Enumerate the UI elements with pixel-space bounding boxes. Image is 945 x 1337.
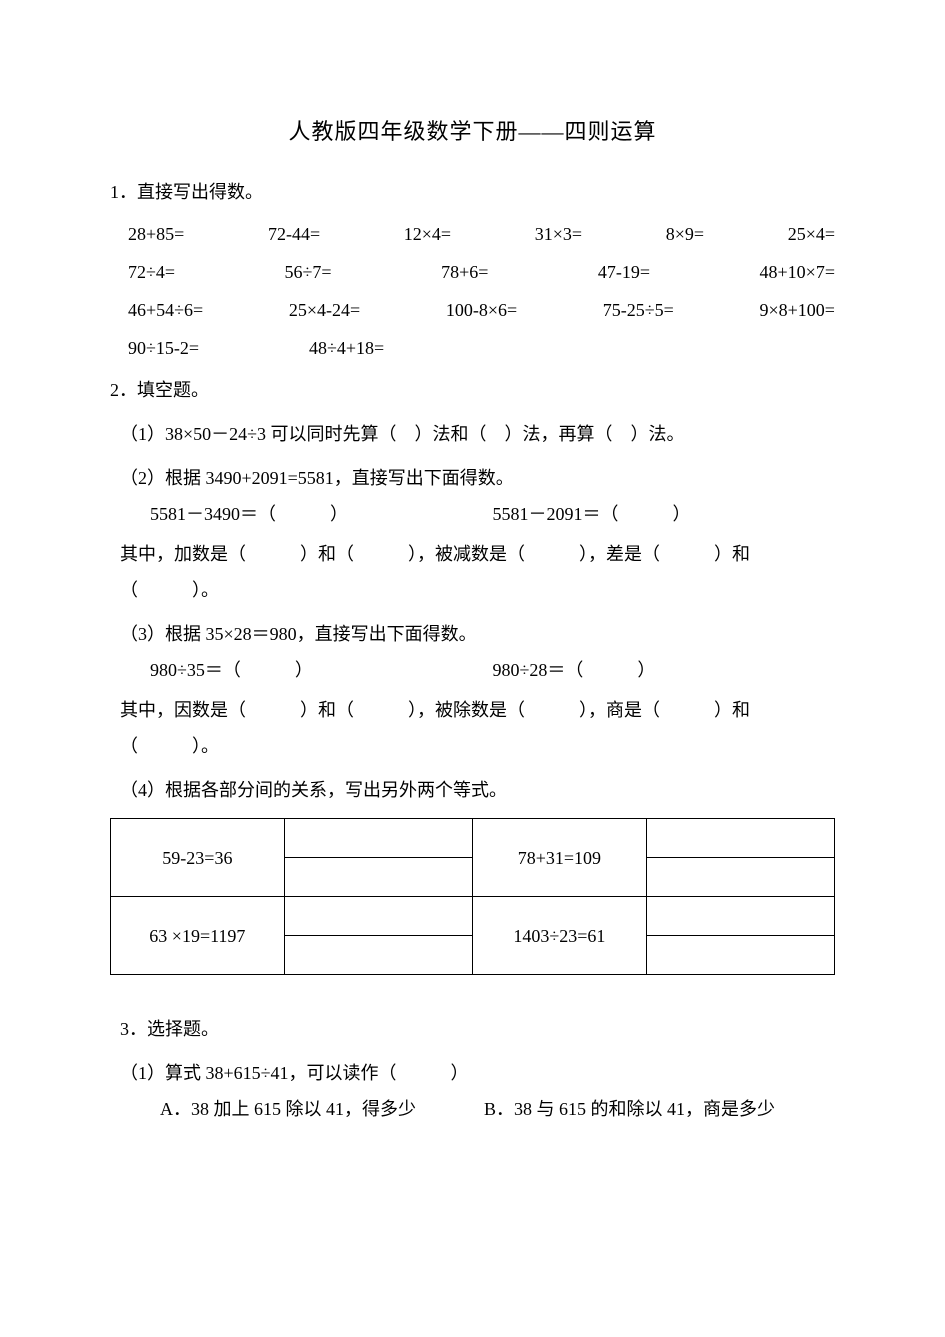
table-cell-blank <box>284 858 472 897</box>
q2-part2-lead: （2）根据 3490+2091=5581，直接写出下面得数。 <box>120 460 835 496</box>
q1-row-1: 28+85= 72-44= 12×4= 31×3= 8×9= 25×4= <box>128 216 835 252</box>
q2-eq: 5581－2091＝（ ） <box>493 496 836 532</box>
table-cell-lead: 1403÷23=61 <box>472 897 646 975</box>
q1-expr: 25×4-24= <box>289 292 360 328</box>
q2-eq: 980÷35＝（ ） <box>150 652 493 688</box>
q1-row-2: 72÷4= 56÷7= 78+6= 47-19= 48+10×7= <box>128 254 835 290</box>
page-title: 人教版四年级数学下册——四则运算 <box>110 110 835 154</box>
q3-option-b: B．38 与 615 的和除以 41，商是多少 <box>484 1091 775 1127</box>
table-cell-blank <box>284 897 472 936</box>
table-cell-blank <box>646 858 834 897</box>
q2-eq: 980÷28＝（ ） <box>493 652 836 688</box>
table-cell-lead: 78+31=109 <box>472 819 646 897</box>
q1-expr: 72÷4= <box>128 254 175 290</box>
q1-expr: 28+85= <box>128 216 184 252</box>
q1-expr: 12×4= <box>404 216 451 252</box>
spacer <box>110 975 835 1005</box>
q1-expr: 72-44= <box>268 216 320 252</box>
worksheet-page: 人教版四年级数学下册——四则运算 1．直接写出得数。 28+85= 72-44=… <box>0 0 945 1337</box>
q1-expr: 56÷7= <box>285 254 332 290</box>
table-cell-lead: 59-23=36 <box>111 819 285 897</box>
q1-expr: 90÷15-2= <box>128 330 199 366</box>
q3-options: A．38 加上 615 除以 41，得多少 B．38 与 615 的和除以 41… <box>160 1091 835 1127</box>
q1-expr: 48÷4+18= <box>309 330 384 366</box>
q1-expr: 100-8×6= <box>446 292 517 328</box>
table-cell-blank <box>284 819 472 858</box>
table-row: 59-23=36 78+31=109 <box>111 819 835 858</box>
q1-expr: 25×4= <box>788 216 835 252</box>
q1-expr: 8×9= <box>666 216 704 252</box>
q1-heading: 1．直接写出得数。 <box>110 174 835 210</box>
q1-row-3: 46+54÷6= 25×4-24= 100-8×6= 75-25÷5= 9×8+… <box>128 292 835 328</box>
table-cell-lead: 63 ×19=1197 <box>111 897 285 975</box>
q2-part2-fill: 其中，加数是（ ）和（ ），被减数是（ ），差是（ ）和（ ）。 <box>120 536 835 608</box>
q2-part3-fill: 其中，因数是（ ）和（ ），被除数是（ ），商是（ ）和（ ）。 <box>120 692 835 764</box>
q1-expr: 46+54÷6= <box>128 292 203 328</box>
q2-heading: 2．填空题。 <box>110 372 835 408</box>
q2-equation-table: 59-23=36 78+31=109 63 ×19=1197 1403÷23=6… <box>110 818 835 975</box>
q1-row-4: 90÷15-2= 48÷4+18= <box>128 330 835 366</box>
q1-expr: 75-25÷5= <box>603 292 674 328</box>
table-cell-blank <box>646 897 834 936</box>
q2-part2-eqs: 5581－3490＝（ ） 5581－2091＝（ ） <box>150 496 835 532</box>
q3-heading: 3．选择题。 <box>120 1011 835 1047</box>
q2-part1: （1）38×50－24÷3 可以同时先算（ ）法和（ ）法，再算（ ）法。 <box>120 416 835 452</box>
q1-expr: 48+10×7= <box>760 254 835 290</box>
q1-expr: 31×3= <box>535 216 582 252</box>
q3-option-a: A．38 加上 615 除以 41，得多少 <box>160 1091 484 1127</box>
table-cell-blank <box>284 936 472 975</box>
q2-part3-eqs: 980÷35＝（ ） 980÷28＝（ ） <box>150 652 835 688</box>
q2-part4: （4）根据各部分间的关系，写出另外两个等式。 <box>120 772 835 808</box>
q3-part1: （1）算式 38+615÷41，可以读作（ ） <box>120 1055 835 1091</box>
table-row: 63 ×19=1197 1403÷23=61 <box>111 897 835 936</box>
table-cell-blank <box>646 936 834 975</box>
table-cell-blank <box>646 819 834 858</box>
q1-expr: 78+6= <box>441 254 488 290</box>
q2-part3-lead: （3）根据 35×28＝980，直接写出下面得数。 <box>120 616 835 652</box>
q1-expr: 9×8+100= <box>760 292 835 328</box>
q1-expr: 47-19= <box>598 254 650 290</box>
q2-eq: 5581－3490＝（ ） <box>150 496 493 532</box>
